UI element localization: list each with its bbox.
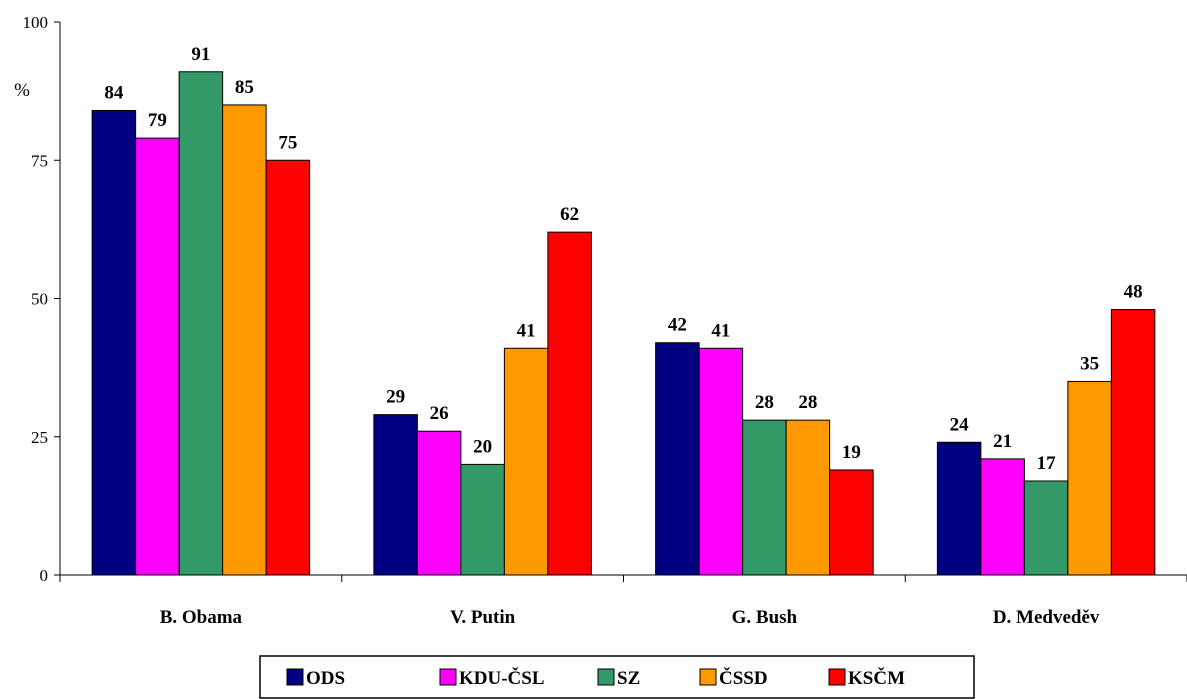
y-tick-label: 75 xyxy=(31,151,48,170)
bar-čssd xyxy=(785,419,831,576)
bar-sz xyxy=(178,71,224,576)
category-label: V. Putin xyxy=(450,607,516,628)
data-label: 28 xyxy=(798,392,817,413)
data-label: 21 xyxy=(993,431,1012,452)
bar-ods xyxy=(655,342,700,576)
bar-ksčm xyxy=(1110,309,1156,576)
data-label: 85 xyxy=(235,77,254,98)
legend-label: ODS xyxy=(306,668,345,689)
bar-sz xyxy=(1023,480,1069,576)
data-label: 41 xyxy=(517,320,536,341)
bar-sz xyxy=(460,463,505,576)
legend-label: KSČM xyxy=(848,667,905,689)
bar-čssd xyxy=(222,104,267,576)
bar-ods xyxy=(91,109,137,576)
data-label: 35 xyxy=(1080,353,1099,374)
legend-swatch xyxy=(699,668,717,686)
bar-kdu-čsl xyxy=(698,347,744,576)
bar-ods xyxy=(936,441,982,576)
y-tick-label: 0 xyxy=(40,566,49,585)
y-axis-label: % xyxy=(14,80,30,101)
bars xyxy=(91,71,1156,576)
data-label: 84 xyxy=(104,82,124,103)
data-label: 79 xyxy=(148,110,167,131)
bar-ods xyxy=(373,414,418,576)
data-label: 41 xyxy=(711,320,730,341)
data-label: 17 xyxy=(1037,453,1057,474)
data-label: 20 xyxy=(473,436,492,457)
bar-ksčm xyxy=(829,469,874,576)
legend-label: ČSSD xyxy=(719,667,768,689)
data-label: 19 xyxy=(842,442,861,463)
legend-swatch xyxy=(597,668,615,686)
bar-čssd xyxy=(1067,380,1112,576)
data-label: 28 xyxy=(755,392,774,413)
data-label: 24 xyxy=(950,414,970,435)
category-label: D. Medveděv xyxy=(993,607,1100,628)
legend-label: KDU-ČSL xyxy=(459,667,545,689)
bar-kdu-čsl xyxy=(135,137,180,576)
legend-box xyxy=(259,655,975,699)
legend-swatch xyxy=(828,668,846,686)
bar-kdu-čsl xyxy=(416,430,462,576)
category-label: G. Bush xyxy=(732,607,798,628)
legend-swatch xyxy=(439,668,457,686)
y-tick-label: 50 xyxy=(31,290,48,309)
data-label: 75 xyxy=(278,132,297,153)
legend-swatch xyxy=(286,668,304,686)
data-label: 26 xyxy=(430,403,449,424)
data-label: 29 xyxy=(386,387,405,408)
data-label: 48 xyxy=(1124,282,1143,303)
bar-čssd xyxy=(503,347,549,576)
data-label: 91 xyxy=(191,44,210,65)
y-tick-label: 25 xyxy=(31,428,48,447)
bar-sz xyxy=(742,419,787,576)
bar-kdu-čsl xyxy=(980,458,1025,576)
legend: ODS KDU-ČSL SZ ČSSD KSČM xyxy=(259,655,975,699)
data-label: 42 xyxy=(668,315,687,336)
data-label: 62 xyxy=(560,204,579,225)
legend-label: SZ xyxy=(617,668,640,689)
y-tick-label: 100 xyxy=(23,13,49,32)
bar-ksčm xyxy=(265,159,311,576)
category-label: B. Obama xyxy=(160,607,243,628)
bar-ksčm xyxy=(547,231,592,576)
axes: 0 25 50 75 100% B. Obama V. Putin G. Bush D. Med… xyxy=(14,13,1187,628)
data-labels: 84 79 91 85 75 29 26 20 41 62 42 41 28 28 19 24 21 17 35 48 xyxy=(104,44,1142,474)
